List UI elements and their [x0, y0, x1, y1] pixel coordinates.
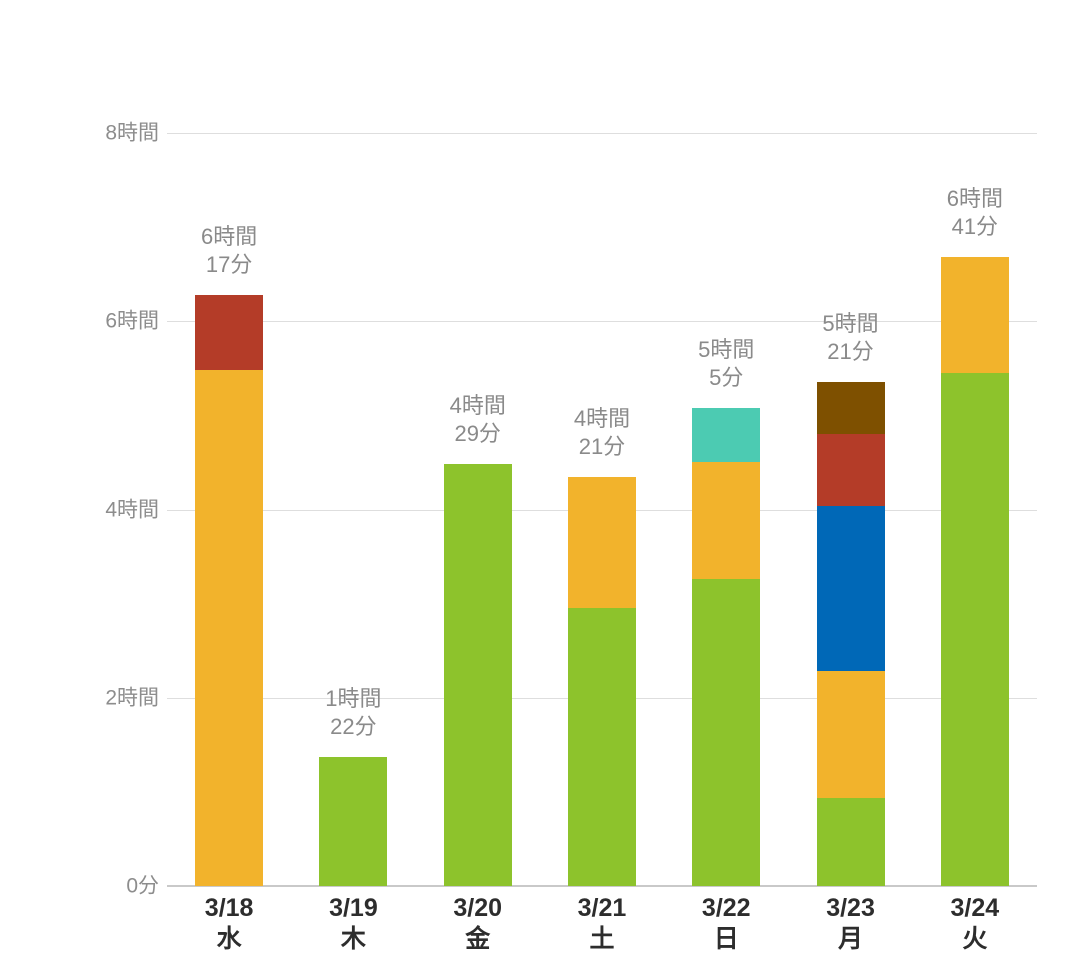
bar-value-label: 4時間 21分	[574, 405, 630, 461]
x-tick-label: 3/20 金	[453, 893, 502, 955]
bar-segment-brown	[816, 382, 885, 435]
bar-segment-red	[816, 434, 885, 507]
y-tick-label: 2時間	[105, 686, 159, 710]
y-tick-label: 8時間	[105, 121, 159, 145]
x-tick-label: 3/18 水	[205, 893, 254, 955]
bar-value-hours: 6時間	[201, 223, 258, 249]
bar-segment-red	[195, 294, 264, 370]
stacked-bar	[195, 294, 264, 886]
bar-value-minutes: 17分	[205, 251, 253, 277]
x-axis-baseline	[167, 885, 1037, 887]
x-tick-date: 3/23	[826, 894, 875, 922]
stacked-bar	[692, 407, 761, 886]
bar-value-minutes: 5分	[709, 364, 744, 390]
y-tick-label: 4時間	[105, 498, 159, 521]
plot-area: 0分 2時間 4時間 6時間 8時間 6時間 17分 3/18 水 1時間 22分 3/19 木 4時間 2…	[105, 123, 1037, 953]
x-tick-date: 3/21	[577, 894, 627, 922]
bar-value-label: 1時間 22分	[325, 685, 381, 741]
bar-segment-green	[443, 464, 512, 886]
x-tick-date: 3/22	[701, 894, 751, 922]
bar-segment-green	[692, 578, 761, 886]
bar-value-label: 6時間 17分	[201, 223, 257, 279]
bar-slot-3-23: 5時間 21分 3/23 月	[788, 133, 912, 953]
bar-value-hours: 6時間	[946, 185, 1003, 211]
stacked-bar	[816, 382, 885, 886]
x-tick-date: 3/18	[204, 894, 254, 922]
bar-segment-blue	[816, 506, 885, 672]
bar-value-hours: 5時間	[822, 311, 879, 337]
stacked-bar	[319, 757, 388, 886]
bar-value-minutes: 22分	[330, 714, 377, 740]
bar-slot-3-22: 5時間 5分 3/22 日	[664, 133, 788, 953]
bar-slot-3-19: 1時間 22分 3/19 木	[291, 133, 415, 953]
bar-value-minutes: 29分	[454, 421, 501, 447]
gridline	[167, 321, 1037, 323]
bar-segment-orange	[816, 671, 885, 799]
x-tick-weekday: 火	[962, 925, 988, 953]
x-tick-label: 3/19 木	[329, 893, 378, 955]
bars-container: 6時間 17分 3/18 水 1時間 22分 3/19 木 4時間 29分 3/20 金 4時間 21分 3…	[167, 133, 1037, 953]
x-tick-weekday: 水	[216, 925, 242, 953]
x-tick-label: 3/23 月	[826, 893, 875, 955]
bar-segment-orange	[567, 476, 636, 609]
bar-value-hours: 4時間	[449, 393, 506, 419]
x-tick-weekday: 木	[340, 925, 366, 953]
bar-segment-teal	[692, 407, 761, 463]
x-tick-weekday: 金	[465, 925, 491, 953]
stacked-bar	[940, 256, 1009, 886]
bar-segment-green	[940, 373, 1009, 886]
bar-slot-3-18: 6時間 17分 3/18 水	[167, 133, 291, 953]
bar-value-hours: 1時間	[325, 686, 382, 712]
stacked-bar	[443, 464, 512, 886]
stacked-bar	[567, 476, 636, 886]
bar-value-label: 5時間 21分	[822, 310, 878, 366]
bar-value-minutes: 41分	[951, 213, 999, 239]
bar-segment-orange	[692, 462, 761, 579]
bar-value-label: 4時間 29分	[450, 392, 506, 448]
bar-value-minutes: 21分	[578, 433, 626, 459]
bar-segment-orange	[195, 369, 264, 886]
bar-slot-3-20: 4時間 29分 3/20 金	[416, 133, 540, 953]
x-tick-label: 3/22 日	[702, 893, 751, 955]
bar-value-hours: 4時間	[573, 405, 631, 431]
bar-value-minutes: 21分	[827, 339, 874, 365]
bar-value-label: 5時間 5分	[698, 336, 754, 392]
y-tick-label: 6時間	[105, 309, 159, 333]
x-tick-label: 3/24 火	[950, 893, 999, 955]
x-tick-weekday: 日	[713, 925, 739, 953]
x-tick-date: 3/20	[453, 894, 503, 922]
x-tick-weekday: 月	[838, 925, 864, 953]
bar-value-hours: 5時間	[698, 336, 755, 362]
gridline	[167, 133, 1037, 134]
bar-segment-orange	[940, 256, 1009, 374]
bar-slot-3-21: 4時間 21分 3/21 土	[540, 133, 664, 953]
x-tick-label: 3/21 土	[578, 893, 627, 955]
bar-segment-green	[319, 757, 388, 886]
y-tick-label: 0分	[126, 874, 159, 898]
bar-value-label: 6時間 41分	[947, 185, 1003, 241]
bar-segment-green	[567, 608, 636, 886]
bar-segment-green	[816, 798, 885, 886]
bar-slot-3-24: 6時間 41分 3/24 火	[913, 133, 1037, 953]
x-tick-weekday: 土	[589, 925, 615, 953]
x-tick-date: 3/19	[329, 894, 378, 922]
x-tick-date: 3/24	[950, 894, 1000, 922]
